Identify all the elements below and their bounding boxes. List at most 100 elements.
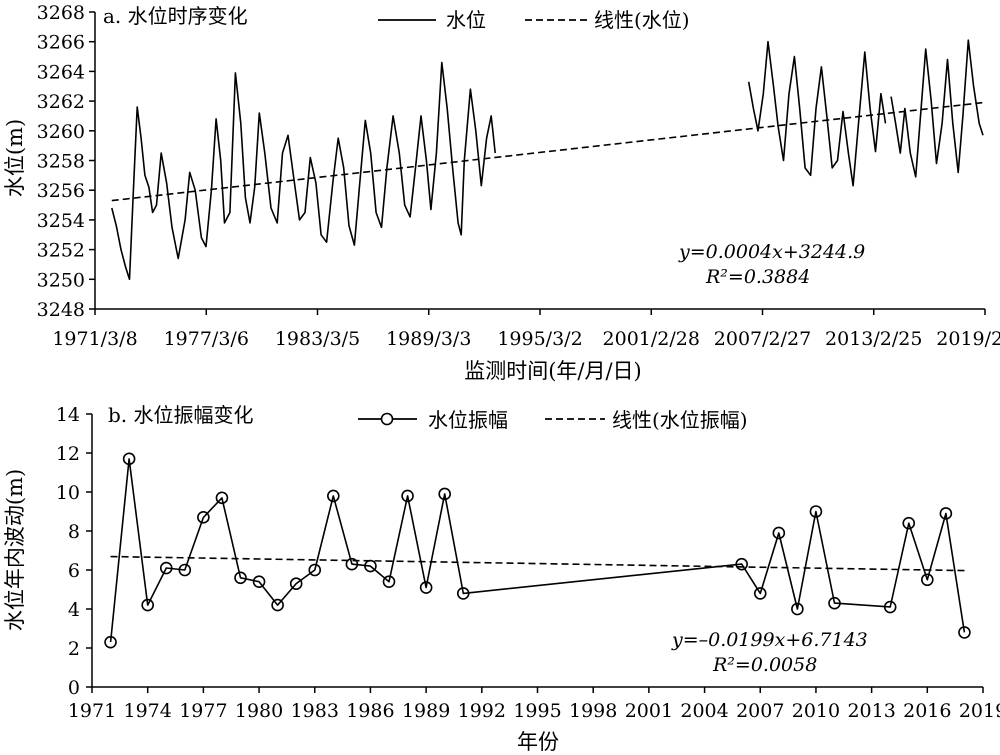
panel-b-legend: 水位振幅 线性(水位振幅) [358, 408, 748, 432]
amplitude-point-1991 [456, 587, 470, 600]
panel-b-data [104, 452, 971, 649]
amplitude-point-2014 [883, 600, 897, 614]
amplitude-point-1990 [438, 487, 451, 501]
x-tick-label: 1998 [569, 700, 617, 722]
x-tick-label: 2010 [792, 700, 840, 722]
panel-b-title: b. 水位振幅变化 [108, 403, 254, 427]
panel-a-water-level: 3248 3250 3252 3254 3256 3258 3260 3262 3264 3266… [3, 2, 1000, 383]
amplitude-point-1987 [382, 575, 396, 589]
panel-a-r-squared: R²=0.3884 [705, 266, 810, 288]
amplitude-point-1975 [159, 561, 173, 575]
amplitude-point-2011 [828, 596, 841, 610]
panel-a-axes [89, 11, 986, 315]
legend-label-linear-water-level: 线性(水位) [594, 8, 690, 32]
panel-b-x-axis-label: 年份 [517, 730, 559, 754]
y-tick-label: 0 [68, 677, 80, 699]
amplitude-point-1984 [327, 489, 340, 503]
y-tick-label: 3250 [37, 269, 85, 291]
amplitude-point-1986 [364, 559, 377, 573]
amplitude-point-1981 [271, 598, 284, 612]
amplitude-point-1980 [252, 575, 266, 589]
amplitude-point-2015 [902, 516, 916, 530]
y-tick-label: 6 [68, 560, 80, 582]
amplitude-point-2017 [939, 507, 953, 520]
legend-marker-circle [380, 412, 394, 426]
y-tick-label: 3258 [37, 151, 85, 173]
y-tick-label: 8 [68, 521, 80, 543]
x-tick-label: 2007/2/27 [714, 328, 811, 350]
y-tick-label: 3262 [37, 91, 85, 113]
x-tick-label: 2013 [847, 700, 895, 722]
y-tick-label: 3266 [37, 32, 85, 54]
amplitude-point-2008 [772, 526, 786, 540]
amplitude-point-2016 [921, 573, 934, 587]
water-level-line-segment-2 [747, 40, 887, 187]
y-tick-label: 3256 [37, 180, 85, 202]
panel-b-equation: y=–0.0199x+6.7143 [671, 629, 868, 651]
x-tick-label: 2019/2/24 [936, 328, 1000, 350]
y-tick-label: 2 [68, 638, 80, 660]
x-tick-label: 1983/3/5 [275, 328, 360, 350]
x-tick-label: 1977 [179, 700, 227, 722]
amplitude-point-1973 [122, 452, 136, 466]
amplitude-point-1989 [419, 581, 433, 594]
amplitude-point-2007 [753, 587, 767, 600]
y-tick-label: 3252 [37, 240, 85, 262]
amplitude-point-1972 [104, 635, 117, 649]
y-tick-label: 3268 [37, 2, 85, 24]
x-tick-label: 2007 [736, 700, 784, 722]
x-tick-label: 1977/3/6 [164, 328, 249, 350]
x-tick-label: 2016 [903, 700, 951, 722]
panel-b-amplitude: 0 2 4 6 8 10 12 14 1971 1974 1977 1980 1983 1986 1989 1… [3, 403, 1000, 754]
x-tick-label: 1983 [291, 700, 339, 722]
x-tick-label: 1971/3/8 [52, 328, 137, 350]
x-tick-label: 2004 [680, 700, 728, 722]
y-tick-label: 3260 [37, 121, 85, 143]
y-tick-label: 4 [68, 599, 80, 621]
amplitude-line [109, 458, 966, 643]
x-tick-label: 1974 [124, 700, 172, 722]
y-tick-label: 12 [56, 443, 80, 465]
y-tick-label: 10 [56, 482, 80, 504]
x-tick-label: 2001/2/28 [603, 328, 700, 350]
amplitude-point-2009 [791, 602, 804, 616]
legend-label-amplitude: 水位振幅 [428, 408, 508, 432]
panel-b-r-squared: R²=0.0058 [712, 654, 817, 676]
panel-a-title: a. 水位时序变化 [103, 4, 248, 28]
panel-a-y-axis-label: 水位(m) [3, 119, 27, 197]
x-tick-label: 1980 [235, 700, 283, 722]
panel-a-tick-labels: 3248 3250 3252 3254 3256 3258 3260 3262 3264 3266… [37, 2, 1000, 350]
x-tick-label: 1995/3/2 [497, 328, 582, 350]
x-tick-label: 1986 [346, 700, 394, 722]
x-tick-label: 1989/3/3 [386, 328, 471, 350]
y-tick-label: 3248 [37, 299, 85, 321]
panel-b-y-axis-label: 水位年内波动(m) [3, 469, 27, 631]
x-tick-label: 1971 [68, 700, 116, 722]
y-tick-label: 3254 [37, 210, 85, 232]
y-tick-label: 3264 [37, 61, 85, 83]
panel-a-x-axis-label: 监测时间(年/月/日) [464, 359, 642, 383]
amplitude-point-2018 [958, 626, 971, 639]
water-level-line-segment-3 [890, 39, 984, 178]
amplitude-point-1979 [234, 571, 247, 585]
x-tick-label: 2019 [959, 700, 1000, 722]
amplitude-point-1988 [401, 489, 414, 503]
panel-a-legend: 水位 线性(水位) [378, 8, 690, 32]
legend-label-linear-amplitude: 线性(水位振幅) [612, 408, 748, 432]
water-level-trend-line [111, 101, 984, 202]
amplitude-point-1985 [345, 557, 359, 571]
panel-a-data [111, 39, 984, 281]
x-tick-label: 1992 [458, 700, 506, 722]
amplitude-point-1976 [178, 563, 192, 577]
amplitude-point-1977 [197, 511, 210, 524]
x-tick-label: 2013/2/25 [825, 328, 922, 350]
amplitude-point-2006 [735, 557, 748, 571]
panel-b-axes [86, 413, 984, 693]
x-tick-label: 1995 [513, 700, 561, 722]
amplitude-point-1983 [308, 563, 322, 577]
legend-label-water-level: 水位 [446, 8, 486, 32]
y-tick-label: 14 [56, 404, 80, 426]
panel-b-tick-labels: 0 2 4 6 8 10 12 14 1971 1974 1977 1980 1983 1986 1989 1… [56, 404, 1000, 722]
panel-a-equation: y=0.0004x+3244.9 [678, 241, 865, 263]
